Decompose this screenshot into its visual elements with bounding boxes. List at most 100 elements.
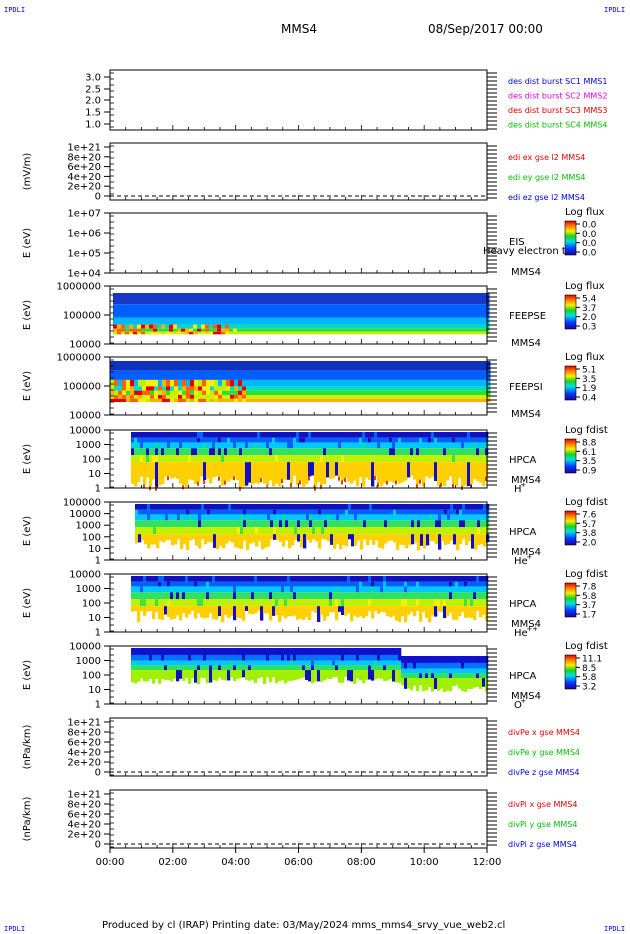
heatmap-cell-feepsi [130, 395, 135, 399]
heatmap-cell-hpca_o [275, 665, 279, 671]
heatmap-cell-hpca_hepp [467, 606, 471, 618]
heatmap-cell-feepse [261, 293, 266, 305]
heatmap-cell-hpca_hepp [434, 581, 438, 587]
heatmap-cell-hpca_he [204, 504, 208, 510]
heatmap-cell-hpca_h [380, 462, 384, 487]
heatmap-cell-hpca_hepp [464, 581, 468, 587]
heatmap-cell-hpca_he [486, 527, 490, 535]
heatmap-cell-hpca_h [458, 442, 462, 449]
heatmap-cell-hpca_hepp [395, 599, 399, 607]
heatmap-cell-hpca_hepp [155, 586, 159, 593]
heatmap-cell-hpca_h [455, 448, 459, 456]
heatmap-cell-hpca_he [387, 514, 391, 521]
heatmap-cell-hpca_o [260, 648, 264, 655]
heatmap-cell-hpca_he [288, 504, 292, 510]
heatmap-cell-hpca_he [369, 534, 373, 541]
heatmap-cell-feepsi [442, 361, 447, 371]
heatmap-cell-feepsi [210, 370, 215, 380]
heatmap-cell-feepsi [426, 395, 431, 399]
heatmap-cell-hpca_hepp [212, 576, 216, 582]
heatmap-cell-hpca_h [365, 442, 369, 449]
heatmap-cell-hpca_h [164, 448, 168, 456]
heatmap-cell-hpca_hepp [452, 599, 456, 607]
heatmap-cell-hpca_o [440, 668, 444, 674]
heatmap-cell-hpca_h [419, 455, 423, 463]
heatmap-cell-hpca_he [438, 520, 442, 528]
heatmap-cell-feepsi [290, 370, 295, 380]
heatmap-cell-hpca_he [312, 504, 316, 510]
heatmap-cell-hpca_hepp [335, 576, 339, 582]
heatmap-cell-feepse [353, 293, 358, 305]
heatmap-cell-feepse [409, 293, 414, 305]
heatmap-cell-hpca_h [377, 482, 379, 487]
heatmap-cell-hpca_he [177, 514, 181, 521]
heatmap-cell-feepsi [114, 361, 119, 371]
heatmap-cell-hpca_o [257, 654, 261, 661]
heatmap-cell-hpca_hepp [458, 592, 462, 600]
heatmap-cell-hpca_he [225, 520, 229, 528]
heatmap-cell-hpca_he [456, 527, 460, 535]
heatmap-cell-feepse [241, 293, 246, 305]
heatmap-cell-hpca_hepp [479, 586, 483, 593]
heatmap-cell-hpca_o [200, 665, 204, 671]
heatmap-cell-hpca_he [384, 527, 388, 535]
heatmap-cell-feepsi [250, 390, 255, 396]
heatmap-cell-hpca_he [213, 504, 217, 510]
heatmap-cell-hpca_o [275, 660, 279, 666]
heatmap-cell-hpca_h [182, 442, 186, 449]
heatmap-cell-hpca_hepp [368, 576, 372, 582]
heatmap-cell-hpca_o [368, 648, 372, 655]
heatmap-cell-hpca_o [317, 660, 321, 666]
heatmap-cell-hpca_he [363, 520, 367, 528]
heatmap-cell-hpca_hepp [425, 592, 429, 600]
heatmap-cell-hpca_o [323, 660, 327, 666]
heatmap-cell-feepsi [142, 361, 147, 371]
legend-desdist-1: des dist burst SC2 MMS2 [508, 92, 607, 101]
heatmap-cell-hpca_he [345, 534, 349, 547]
heatmap-cell-hpca_he [246, 509, 250, 515]
heatmap-cell-hpca_hepp [215, 592, 219, 600]
heatmap-cell-hpca_o [143, 654, 147, 661]
heatmap-cell-feepsi [138, 361, 143, 371]
heatmap-cell-feepsi [350, 390, 355, 396]
heatmap-cell-feepsi [294, 395, 299, 399]
heatmap-cell-hpca_o [377, 665, 381, 671]
heatmap-cell-hpca_o [434, 662, 438, 669]
heatmap-cell-hpca_h [320, 484, 322, 489]
heatmap-cell-feepsi [194, 395, 199, 399]
heatmap-cell-feepsi [174, 361, 179, 371]
heatmap-cell-hpca_h [428, 437, 432, 443]
heatmap-cell-feepse [325, 317, 330, 325]
heatmap-cell-hpca_hepp [344, 606, 348, 616]
heatmap-cell-hpca_o [398, 654, 402, 661]
heatmap-cell-feepsi [126, 379, 131, 387]
heatmap-cell-hpca_he [285, 509, 289, 515]
heatmap-cell-hpca_o [176, 670, 180, 682]
heatmap-cell-hpca_hepp [203, 586, 207, 593]
heatmap-cell-feepse [141, 324, 146, 329]
heatmap-cell-hpca_h [176, 462, 180, 479]
heatmap-cell-hpca_he [174, 534, 178, 545]
heatmap-cell-feepsi [230, 398, 235, 403]
heatmap-cell-hpca_hepp [191, 576, 195, 582]
heatmap-cell-hpca_hepp [215, 599, 219, 607]
heatmap-cell-hpca_h [323, 455, 327, 463]
heatmap-cell-hpca_h [161, 437, 165, 443]
heatmap-cell-hpca_he [213, 520, 217, 528]
heatmap-cell-hpca_he [258, 514, 262, 521]
heatmap-cell-feepsi [114, 386, 119, 391]
heatmap-cell-feepsi [246, 395, 251, 399]
heatmap-cell-feepsi [430, 370, 435, 380]
heatmap-cell-feepse [221, 328, 226, 332]
heatmap-cell-hpca_o [272, 654, 276, 661]
heatmap-cell-hpca_h [182, 462, 186, 486]
heatmap-cell-feepsi [282, 370, 287, 380]
heatmap-cell-feepse [253, 293, 258, 305]
heatmap-cell-hpca_hepp [365, 581, 369, 587]
heatmap-cell-hpca_h [248, 455, 252, 463]
heatmap-cell-hpca_h [134, 462, 138, 487]
heatmap-cell-hpca_h [131, 455, 135, 463]
heatmap-cell-hpca_hepp [263, 581, 267, 587]
heatmap-cell-hpca_hepp [179, 576, 183, 582]
heatmap-cell-hpca_h [407, 437, 411, 443]
